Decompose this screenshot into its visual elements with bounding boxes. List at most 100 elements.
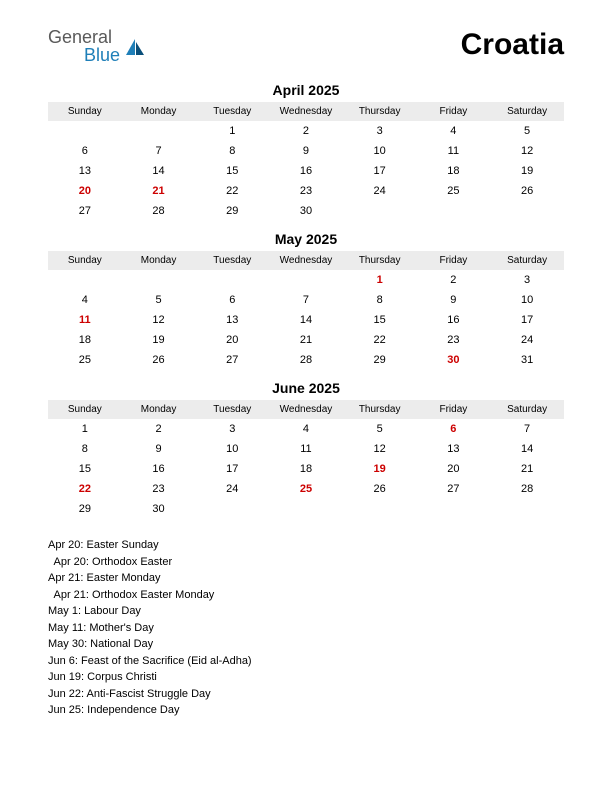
calendar-day-cell: 6: [417, 419, 491, 439]
calendar-day-cell: 28: [122, 201, 196, 221]
calendar-day-cell: 23: [269, 181, 343, 201]
calendar-day-cell: 27: [417, 479, 491, 499]
calendar-day-cell: 1: [48, 419, 122, 439]
calendar-month: May 2025 SundayMondayTuesdayWednesdayThur…: [48, 231, 564, 370]
calendar-day-cell: [417, 201, 491, 221]
weekday-header: Saturday: [490, 102, 564, 121]
holiday-line: Apr 20: Easter Sunday: [48, 537, 564, 554]
calendar-day-cell: [343, 201, 417, 221]
calendar-day-cell: 19: [490, 161, 564, 181]
calendar-day-cell: 16: [122, 459, 196, 479]
calendar-week-row: 27282930: [48, 201, 564, 221]
calendar-day-cell: 11: [48, 310, 122, 330]
calendar-day-cell: 12: [343, 439, 417, 459]
calendar-day-cell: [269, 499, 343, 519]
calendar-day-cell: 4: [48, 290, 122, 310]
calendar-day-cell: 14: [122, 161, 196, 181]
weekday-header: Thursday: [343, 400, 417, 419]
weekday-header: Thursday: [343, 251, 417, 270]
weekday-header: Monday: [122, 400, 196, 419]
weekday-header: Friday: [417, 102, 491, 121]
month-title: June 2025: [48, 380, 564, 396]
calendar-day-cell: 13: [417, 439, 491, 459]
calendar-day-cell: 9: [122, 439, 196, 459]
calendar-day-cell: 15: [343, 310, 417, 330]
logo: General Blue: [48, 28, 146, 64]
holiday-line: Jun 25: Independence Day: [48, 702, 564, 719]
holiday-line: Jun 22: Anti-Fascist Struggle Day: [48, 686, 564, 703]
calendar-day-cell: 13: [48, 161, 122, 181]
calendar-day-cell: 21: [490, 459, 564, 479]
calendar-day-cell: 9: [269, 141, 343, 161]
calendar-day-cell: [48, 121, 122, 141]
calendar-week-row: 12345: [48, 121, 564, 141]
calendar-day-cell: 19: [343, 459, 417, 479]
calendar-day-cell: 29: [343, 350, 417, 370]
calendar-table: SundayMondayTuesdayWednesdayThursdayFrid…: [48, 251, 564, 370]
calendar-day-cell: 18: [417, 161, 491, 181]
calendar-day-cell: 23: [122, 479, 196, 499]
calendar-day-cell: 17: [490, 310, 564, 330]
calendar-day-cell: [122, 270, 196, 290]
calendar-week-row: 20212223242526: [48, 181, 564, 201]
weekday-header: Sunday: [48, 400, 122, 419]
month-title: April 2025: [48, 82, 564, 98]
weekday-header: Friday: [417, 400, 491, 419]
calendar-day-cell: 3: [343, 121, 417, 141]
weekday-header: Tuesday: [195, 400, 269, 419]
calendar-day-cell: [195, 499, 269, 519]
calendar-day-cell: 22: [48, 479, 122, 499]
calendar-day-cell: 29: [195, 201, 269, 221]
calendar-week-row: 25262728293031: [48, 350, 564, 370]
weekday-header: Tuesday: [195, 102, 269, 121]
calendar-day-cell: 12: [122, 310, 196, 330]
calendar-day-cell: 2: [417, 270, 491, 290]
calendar-day-cell: [195, 270, 269, 290]
calendars-container: April 2025 SundayMondayTuesdayWednesdayTh…: [48, 82, 564, 519]
month-title: May 2025: [48, 231, 564, 247]
calendar-day-cell: 3: [195, 419, 269, 439]
calendar-day-cell: [417, 499, 491, 519]
calendar-day-cell: 8: [48, 439, 122, 459]
calendar-day-cell: [48, 270, 122, 290]
weekday-header: Saturday: [490, 400, 564, 419]
calendar-week-row: 2930: [48, 499, 564, 519]
logo-sail-icon: [124, 37, 146, 57]
calendar-table: SundayMondayTuesdayWednesdayThursdayFrid…: [48, 400, 564, 519]
calendar-day-cell: 30: [417, 350, 491, 370]
calendar-day-cell: 20: [417, 459, 491, 479]
holiday-line: Jun 6: Feast of the Sacrifice (Eid al-Ad…: [48, 653, 564, 670]
holidays-list: Apr 20: Easter Sunday Apr 20: Orthodox E…: [48, 537, 564, 719]
country-title: Croatia: [461, 28, 564, 62]
calendar-day-cell: 10: [343, 141, 417, 161]
calendar-day-cell: 24: [343, 181, 417, 201]
calendar-day-cell: 25: [48, 350, 122, 370]
calendar-day-cell: [490, 201, 564, 221]
calendar-day-cell: 18: [48, 330, 122, 350]
logo-text-block: General Blue: [48, 28, 120, 64]
calendar-week-row: 15161718192021: [48, 459, 564, 479]
weekday-header: Thursday: [343, 102, 417, 121]
calendar-week-row: 1234567: [48, 419, 564, 439]
calendar-day-cell: [269, 270, 343, 290]
calendar-week-row: 6789101112: [48, 141, 564, 161]
calendar-day-cell: 27: [48, 201, 122, 221]
calendar-day-cell: 14: [269, 310, 343, 330]
calendar-month: June 2025 SundayMondayTuesdayWednesdayThu…: [48, 380, 564, 519]
calendar-day-cell: 6: [195, 290, 269, 310]
calendar-day-cell: 22: [195, 181, 269, 201]
calendar-week-row: 13141516171819: [48, 161, 564, 181]
calendar-day-cell: 7: [269, 290, 343, 310]
calendar-day-cell: 26: [490, 181, 564, 201]
calendar-week-row: 45678910: [48, 290, 564, 310]
calendar-day-cell: 5: [122, 290, 196, 310]
calendar-day-cell: 18: [269, 459, 343, 479]
calendar-day-cell: 19: [122, 330, 196, 350]
logo-blue-text: Blue: [84, 46, 120, 64]
calendar-day-cell: 9: [417, 290, 491, 310]
calendar-day-cell: 11: [269, 439, 343, 459]
calendar-day-cell: 28: [490, 479, 564, 499]
calendar-day-cell: 20: [48, 181, 122, 201]
calendar-month: April 2025SundayMondayTuesdayWednesdayTh…: [48, 82, 564, 221]
holiday-line: May 11: Mother's Day: [48, 620, 564, 637]
